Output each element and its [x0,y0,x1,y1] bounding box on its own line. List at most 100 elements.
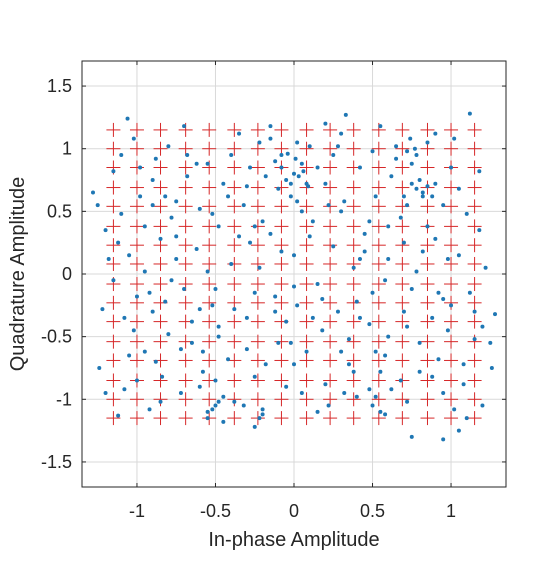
reference-marker [153,411,168,426]
received-point [357,165,362,170]
received-point [276,186,281,191]
received-point [273,159,278,164]
reference-marker [395,219,410,234]
reference-marker [420,373,435,388]
reference-marker [227,277,242,292]
received-point [456,186,461,191]
reference-marker [178,373,193,388]
received-point [425,184,430,189]
reference-marker [395,141,410,156]
reference-marker [444,353,459,368]
received-point [260,219,265,224]
received-point [257,416,262,421]
received-point [483,265,488,270]
received-point [417,340,422,345]
reference-marker [250,373,265,388]
received-point [127,253,132,258]
received-point [216,324,221,329]
reference-marker [420,295,435,310]
y-tick-label: 0 [62,264,72,284]
reference-marker [250,353,265,368]
received-point [378,124,383,129]
reference-marker [467,180,482,195]
received-point [307,234,312,239]
reference-marker [299,353,314,368]
received-point [134,294,139,299]
reference-marker [202,314,217,329]
received-point [182,287,187,292]
reference-marker [250,334,265,349]
received-point [420,194,425,199]
received-point [320,328,325,333]
reference-marker [323,411,338,426]
grid [82,61,506,487]
reference-marker [346,392,361,407]
reference-marker [274,277,289,292]
reference-marker [129,411,144,426]
reference-marker [444,256,459,271]
received-point [367,387,372,392]
received-point [244,315,249,320]
reference-marker [153,141,168,156]
reference-marker [227,373,242,388]
received-point [185,174,190,179]
received-point [405,399,410,404]
reference-marker [323,219,338,234]
received-point [489,365,494,370]
reference-marker [395,277,410,292]
received-point [292,284,296,289]
reference-marker [395,180,410,195]
received-point [169,215,174,220]
reference-marker [178,295,193,310]
received-point [292,171,296,176]
received-point [279,165,284,170]
received-point [378,409,383,414]
reference-marker [106,411,121,426]
reference-marker [444,314,459,329]
received-point [433,236,438,241]
received-point [383,412,388,417]
received-point [370,290,375,295]
reference-marker [467,238,482,253]
reference-marker [178,334,193,349]
received-point [116,413,121,418]
received-point [122,387,127,392]
reference-marker [299,160,314,175]
received-point [441,391,446,396]
received-point [119,152,124,157]
received-point [346,337,351,342]
received-point [339,131,344,136]
reference-marker [106,373,121,388]
received-point [464,211,469,216]
y-axis-label: Quadrature Amplitude [7,177,29,372]
reference-marker [129,277,144,292]
received-point [138,194,143,199]
reference-marker [274,199,289,214]
received-point [414,186,419,191]
reference-marker [250,160,265,175]
reference-marker [323,160,338,175]
received-point [370,149,375,154]
received-point [461,362,466,367]
received-point [252,290,257,295]
reference-marker [250,141,265,156]
received-point [273,294,278,299]
received-point [441,297,446,302]
reference-marker [227,199,242,214]
reference-marker [299,334,314,349]
received-point [158,236,163,241]
reference-marker [178,411,193,426]
reference-marker [106,314,121,329]
x-tick-label: -0.5 [200,501,231,521]
reference-marker [346,219,361,234]
received-point [210,407,215,412]
reference-marker [106,295,121,310]
reference-marker [153,160,168,175]
received-point [420,190,425,195]
received-point [268,231,273,236]
reference-marker [444,122,459,137]
received-point [335,309,340,314]
reference-marker [202,238,217,253]
reference-marker [202,256,217,271]
received-point [160,374,165,379]
